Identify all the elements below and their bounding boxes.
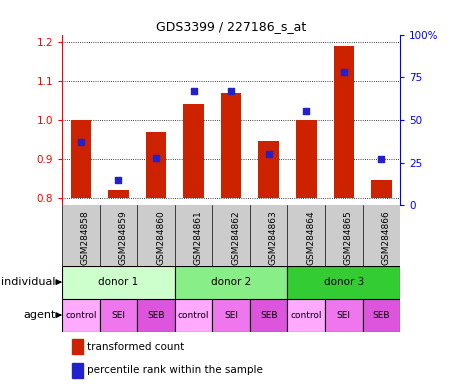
Bar [137,299,174,332]
Text: donor 3: donor 3 [323,277,363,287]
Bar [108,190,129,198]
Text: GSM284864: GSM284864 [306,210,314,265]
Text: donor 2: donor 2 [211,277,251,287]
Bar [258,141,279,198]
Text: GSM284859: GSM284859 [118,210,127,265]
Bar [72,363,83,378]
Point [77,139,84,145]
Bar [70,120,91,198]
Bar [183,104,203,198]
Text: GSM284860: GSM284860 [156,210,165,265]
Bar [362,299,399,332]
Point [152,154,159,161]
Bar [212,299,249,332]
Text: agent: agent [23,310,55,320]
Text: GSM284863: GSM284863 [268,210,277,265]
Text: SEI: SEI [111,311,125,319]
Bar [100,299,137,332]
Text: GSM284861: GSM284861 [193,210,202,265]
Bar [72,339,83,354]
Bar [146,132,166,198]
Bar [325,299,362,332]
Text: GSM284866: GSM284866 [381,210,390,265]
Bar [370,180,391,198]
Text: SEI: SEI [336,311,350,319]
Point [227,88,234,94]
Bar [62,266,174,299]
Bar [287,266,399,299]
Text: SEB: SEB [147,311,164,319]
Point [377,156,384,162]
Point [264,151,272,157]
Bar [295,120,316,198]
Text: GSM284865: GSM284865 [343,210,352,265]
Bar [333,46,353,198]
Text: transformed count: transformed count [87,342,185,352]
Bar [249,299,287,332]
Bar [220,93,241,198]
Bar [174,266,287,299]
Text: SEB: SEB [259,311,277,319]
Bar [287,299,325,332]
Text: SEI: SEI [224,311,238,319]
Point [302,108,309,114]
Text: SEB: SEB [372,311,389,319]
Text: percentile rank within the sample: percentile rank within the sample [87,366,263,376]
Bar [174,299,212,332]
Point [190,88,197,94]
Text: control: control [178,311,209,319]
Text: GSM284862: GSM284862 [230,210,240,265]
Point [115,177,122,183]
Text: control: control [65,311,96,319]
Text: GSM284858: GSM284858 [81,210,90,265]
Title: GDS3399 / 227186_s_at: GDS3399 / 227186_s_at [156,20,306,33]
Bar [62,299,100,332]
Text: donor 1: donor 1 [98,277,138,287]
Text: control: control [290,311,321,319]
Point [339,69,347,75]
Text: individual: individual [1,277,55,287]
